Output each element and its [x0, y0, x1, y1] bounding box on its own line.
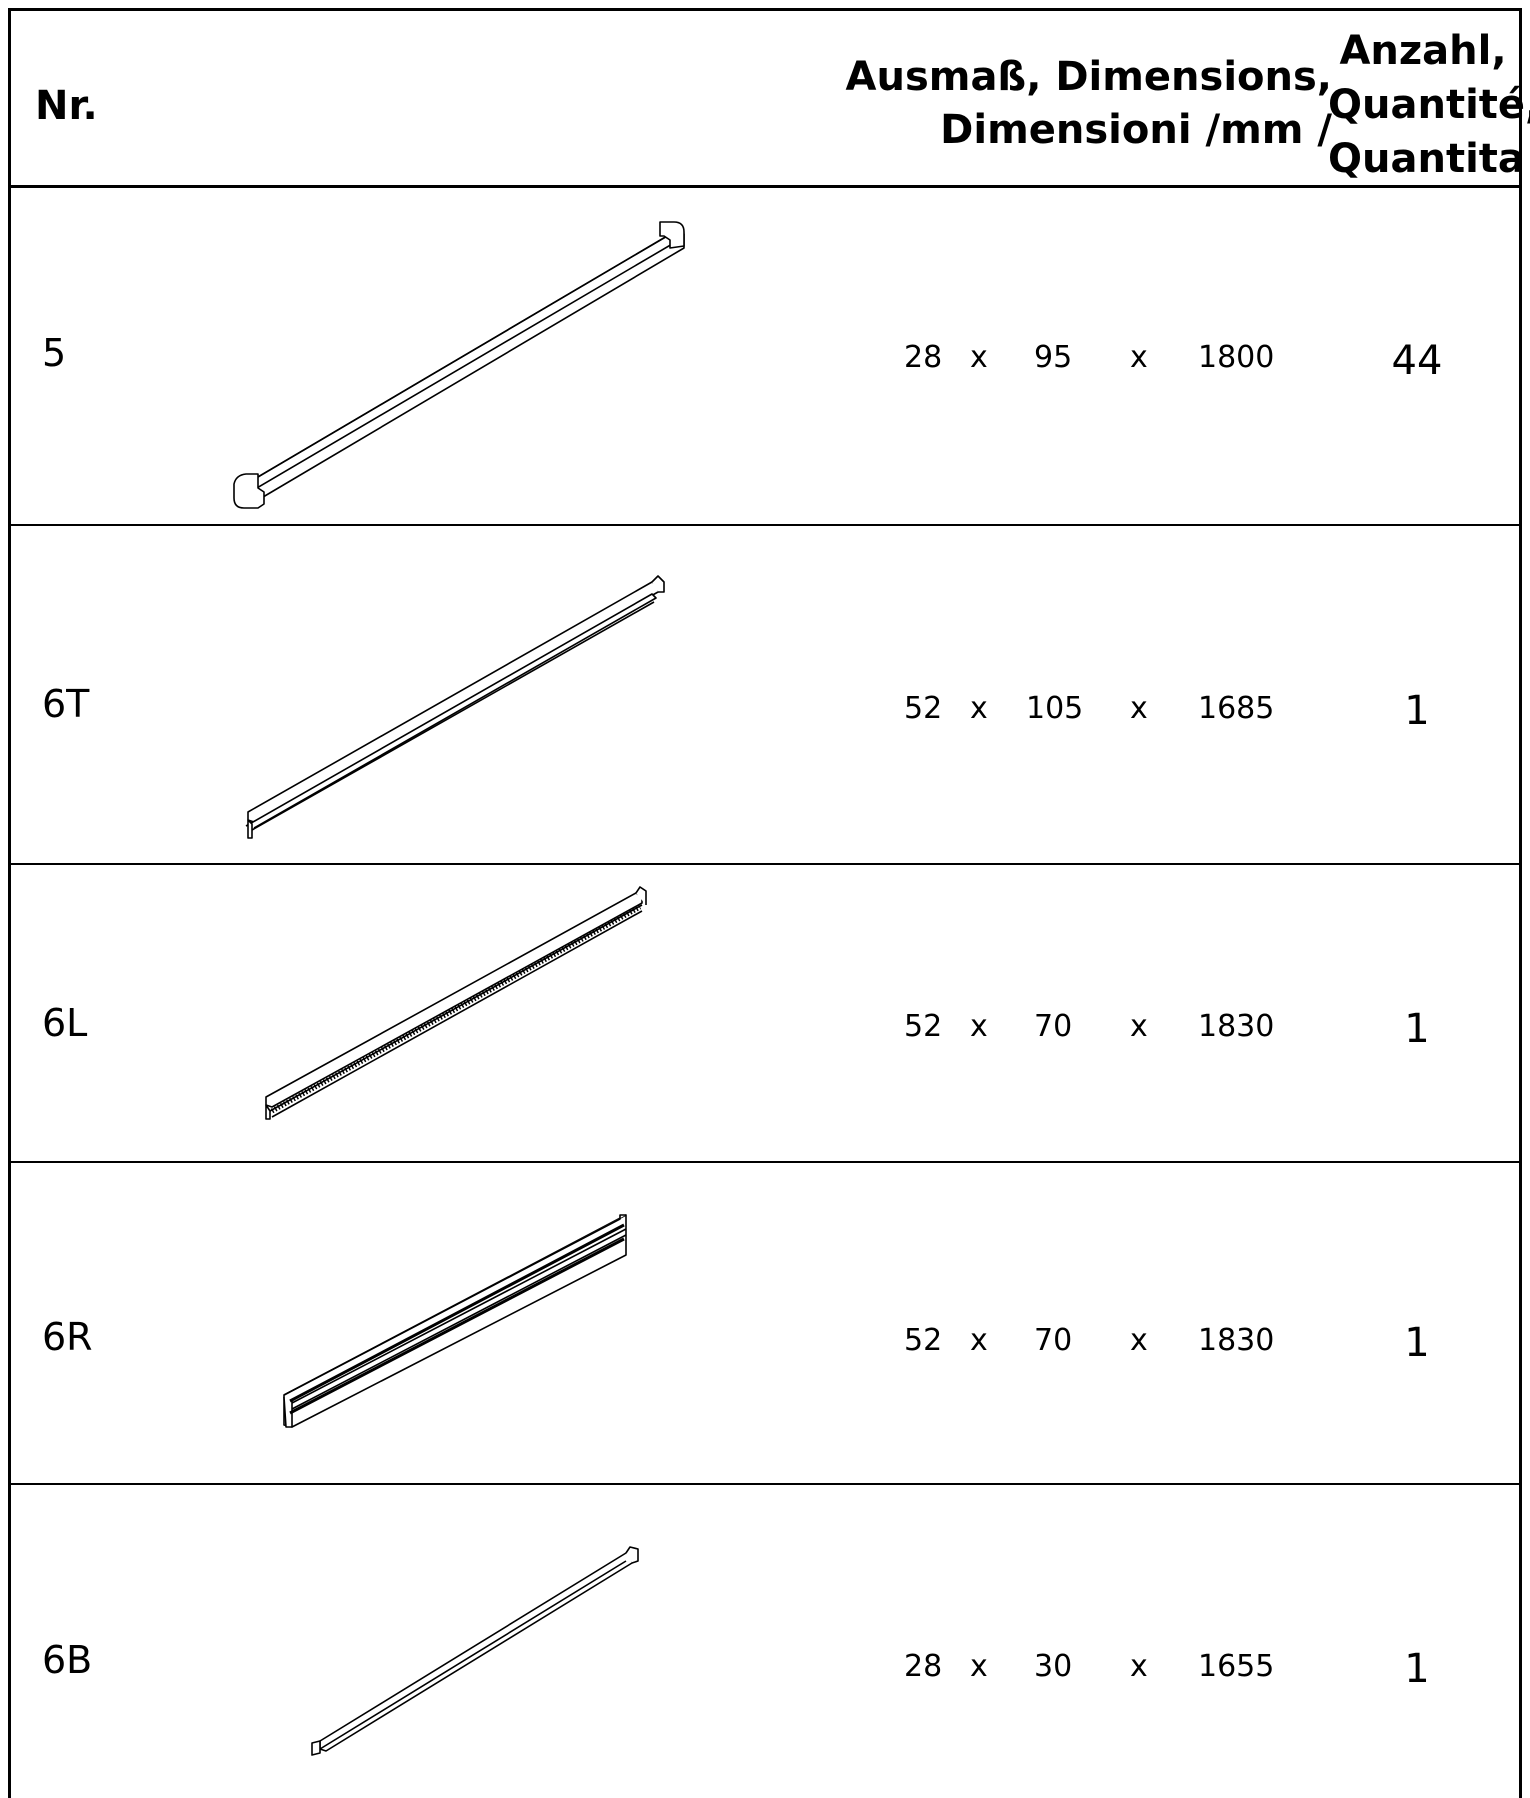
- dimension-separator: x: [970, 1009, 988, 1044]
- part-number: 6B: [42, 1638, 93, 1682]
- dimension-length: 1685: [1198, 691, 1275, 726]
- header-quantity-line1: Anzahl,: [1339, 28, 1507, 74]
- dimension-width: 70: [1034, 1009, 1073, 1044]
- table-frame: [8, 8, 1522, 1798]
- table-row: 6T 52 x 105 x 1685 1: [8, 526, 1522, 865]
- header-quantity-line2: Quantité,: [1328, 82, 1530, 128]
- dimension-thickness: 28: [904, 340, 943, 375]
- table-row: 6R 52 x 70 x 1830 1: [8, 1163, 1522, 1485]
- dimension-separator: x: [1130, 340, 1148, 375]
- header-dimensions-line1: Ausmaß, Dimensions,: [845, 54, 1332, 100]
- header-dimensions-line2: Dimensioni /mm /: [940, 107, 1332, 153]
- dimension-separator: x: [970, 691, 988, 726]
- table-header: Nr. Ausmaß, Dimensions, Dimensioni /mm /…: [8, 8, 1530, 188]
- header-dimensions: Ausmaß, Dimensions, Dimensioni /mm /: [846, 51, 1332, 157]
- dimension-thickness: 52: [904, 691, 943, 726]
- dimension-width: 95: [1034, 340, 1073, 375]
- dimension-separator: x: [1130, 1323, 1148, 1358]
- quantity: 1: [1404, 1320, 1430, 1366]
- header-quantity-line3: Quantita: [1328, 136, 1525, 182]
- part-number: 6R: [42, 1315, 93, 1359]
- dimension-separator: x: [970, 1323, 988, 1358]
- part-number: 5: [42, 331, 67, 375]
- dimension-separator: x: [1130, 1649, 1148, 1684]
- part-number: 6T: [42, 682, 90, 726]
- dimension-length: 1800: [1198, 340, 1275, 375]
- dimension-thickness: 52: [904, 1323, 943, 1358]
- grooved-beam-icon: [245, 575, 665, 839]
- quantity: 44: [1391, 338, 1443, 384]
- channel-beam-icon: [283, 1214, 627, 1428]
- quantity: 1: [1404, 1646, 1430, 1692]
- parts-table: Nr. Ausmaß, Dimensions, Dimensioni /mm /…: [8, 8, 1530, 1798]
- dimension-width: 30: [1034, 1649, 1073, 1684]
- plank-notched-ends-icon: [233, 221, 685, 509]
- dimension-thickness: 52: [904, 1009, 943, 1044]
- dimension-separator: x: [1130, 691, 1148, 726]
- dimension-separator: x: [1130, 1009, 1148, 1044]
- dimension-thickness: 28: [904, 1649, 943, 1684]
- header-nr: Nr.: [35, 83, 98, 129]
- dimension-separator: x: [970, 340, 988, 375]
- dimension-length: 1830: [1198, 1009, 1275, 1044]
- dimension-width: 105: [1026, 691, 1084, 726]
- table-row: 5 28 x 95 x 1800 44: [8, 188, 1522, 526]
- thin-rail-icon: [311, 1546, 639, 1756]
- quantity: 1: [1404, 1006, 1430, 1052]
- table-row: 6B 28 x 30 x 1655 1: [8, 1485, 1522, 1798]
- dimension-length: 1655: [1198, 1649, 1275, 1684]
- quantity: 1: [1404, 688, 1430, 734]
- dimension-length: 1830: [1198, 1323, 1275, 1358]
- toothed-beam-icon: [265, 886, 647, 1120]
- header-quantity: Anzahl, Quantité, Quantita: [1328, 24, 1530, 186]
- part-number: 6L: [42, 1001, 88, 1045]
- table-row: 6L 52 x 70 x 1830 1: [8, 865, 1522, 1163]
- dimension-width: 70: [1034, 1323, 1073, 1358]
- dimension-separator: x: [970, 1649, 988, 1684]
